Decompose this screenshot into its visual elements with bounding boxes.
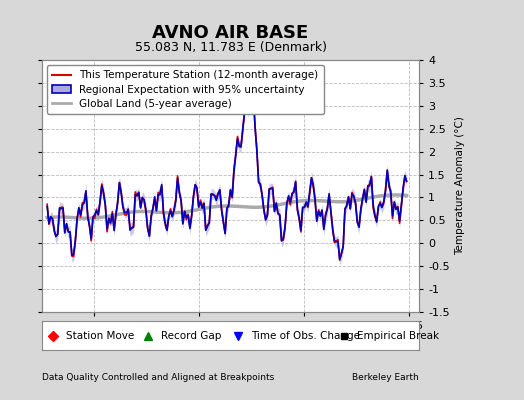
Text: AVNO AIR BASE: AVNO AIR BASE (152, 24, 309, 42)
Text: Empirical Break: Empirical Break (357, 330, 439, 340)
Legend: This Temperature Station (12-month average), Regional Expectation with 95% uncer: This Temperature Station (12-month avera… (47, 65, 324, 114)
Text: Station Move: Station Move (67, 330, 135, 340)
Text: Berkeley Earth: Berkeley Earth (353, 374, 419, 382)
Text: Time of Obs. Change: Time of Obs. Change (252, 330, 361, 340)
Text: 55.083 N, 11.783 E (Denmark): 55.083 N, 11.783 E (Denmark) (135, 41, 326, 54)
Text: Data Quality Controlled and Aligned at Breakpoints: Data Quality Controlled and Aligned at B… (42, 374, 274, 382)
Text: Record Gap: Record Gap (161, 330, 221, 340)
Y-axis label: Temperature Anomaly (°C): Temperature Anomaly (°C) (455, 116, 465, 256)
